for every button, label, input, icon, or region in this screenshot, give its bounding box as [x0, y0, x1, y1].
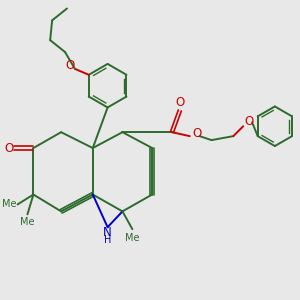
Text: O: O	[244, 115, 254, 128]
Text: O: O	[65, 59, 75, 72]
Text: Me: Me	[20, 217, 35, 227]
Text: O: O	[192, 127, 201, 140]
Text: Me: Me	[125, 233, 140, 243]
Text: O: O	[175, 96, 184, 109]
Text: H: H	[104, 235, 111, 245]
Text: O: O	[4, 142, 13, 154]
Text: N: N	[103, 226, 112, 238]
Text: Me: Me	[2, 200, 17, 209]
